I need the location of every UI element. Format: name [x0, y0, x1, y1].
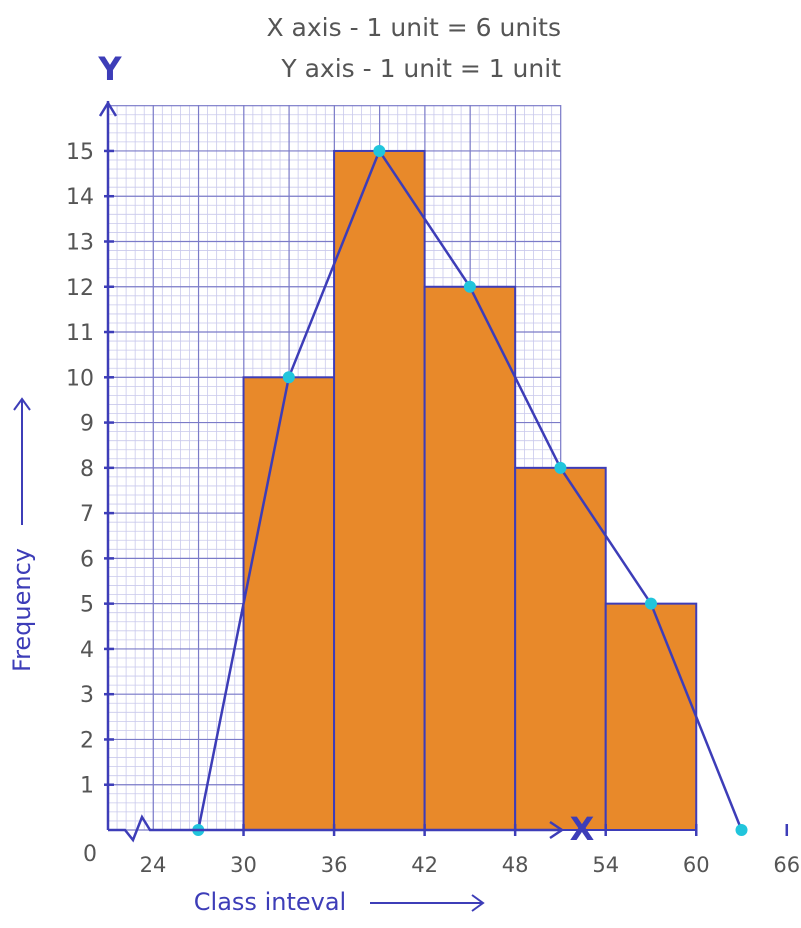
- histogram-bar: [333, 149, 426, 831]
- y-tick-label: 13: [66, 230, 94, 255]
- x-axis-break: [108, 814, 160, 843]
- y-tick-label: 8: [80, 457, 94, 482]
- y-label-arrow: [13, 397, 31, 525]
- y-tick-label: 2: [80, 728, 94, 753]
- x-axis-arrowhead: [549, 820, 565, 840]
- y-tick-label: 4: [80, 638, 94, 663]
- axes: [98, 100, 789, 843]
- y-tick-label: 5: [80, 593, 94, 618]
- polygon-point: [735, 824, 748, 836]
- histogram-bars: [242, 149, 698, 832]
- y-tick-label: 15: [66, 140, 94, 165]
- histogram-bar: [423, 285, 517, 831]
- origin-label: 0: [83, 842, 97, 867]
- y-axis-letter: Y: [97, 50, 122, 88]
- x-axis-letter: X: [570, 810, 595, 848]
- x-label-arrow: [370, 894, 485, 912]
- x-tick-label: 60: [683, 853, 710, 877]
- polygon-point: [373, 144, 386, 157]
- polygon-point: [644, 597, 657, 610]
- y-tick-label: 14: [66, 185, 94, 210]
- y-tick-label: 1: [80, 774, 94, 799]
- y-tick-label: 10: [66, 366, 94, 391]
- x-axis-label: Class inteval: [194, 888, 346, 916]
- x-tick-label: 24: [140, 853, 167, 877]
- y-tick-label: 3: [80, 683, 94, 708]
- y-tick-label: 12: [66, 276, 94, 301]
- y-scale-note: Y axis - 1 unit = 1 unit: [280, 54, 561, 83]
- x-scale-note: X axis - 1 unit = 6 units: [266, 13, 561, 42]
- y-axis-arrowhead: [98, 100, 118, 117]
- histogram-bar: [242, 376, 336, 831]
- x-tick-label: 54: [592, 853, 619, 877]
- polygon-point: [463, 280, 476, 293]
- polygon-point: [282, 371, 295, 384]
- y-tick-label: 6: [80, 547, 94, 572]
- x-tick-label: 42: [411, 853, 438, 877]
- y-tick-label: 7: [80, 502, 94, 527]
- x-tick-label: 66: [773, 853, 800, 877]
- y-tick-label: 9: [80, 412, 94, 437]
- x-tick-label: 30: [230, 853, 257, 877]
- frequency-polygon: [192, 144, 748, 836]
- x-tick-label: 36: [321, 853, 348, 877]
- x-tick-label: 48: [502, 853, 529, 877]
- polygon-point: [554, 461, 567, 474]
- histogram-bar: [514, 466, 607, 831]
- y-tick-label: 11: [66, 321, 94, 346]
- y-axis-label: Frequency: [8, 548, 36, 672]
- histogram-bar: [604, 602, 698, 832]
